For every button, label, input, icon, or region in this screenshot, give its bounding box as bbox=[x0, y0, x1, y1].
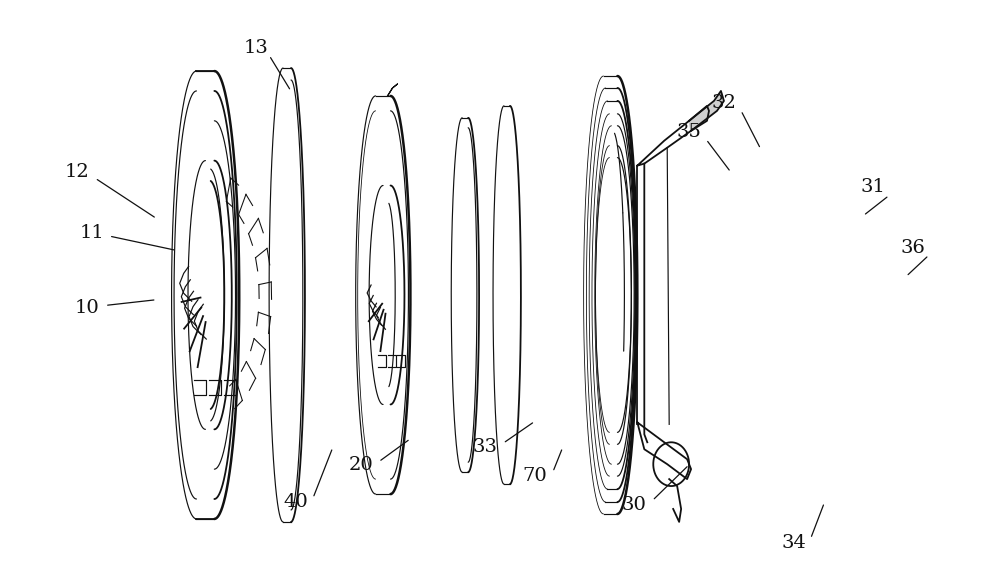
Text: 35: 35 bbox=[677, 123, 702, 141]
Text: 70: 70 bbox=[522, 467, 547, 485]
Text: 10: 10 bbox=[75, 299, 99, 317]
Polygon shape bbox=[504, 106, 521, 484]
Text: 34: 34 bbox=[781, 534, 806, 552]
Polygon shape bbox=[376, 96, 410, 494]
Text: 40: 40 bbox=[284, 494, 308, 512]
Text: 33: 33 bbox=[473, 438, 498, 456]
Polygon shape bbox=[462, 118, 479, 472]
Text: 30: 30 bbox=[622, 496, 647, 514]
Polygon shape bbox=[196, 71, 239, 519]
Polygon shape bbox=[689, 91, 724, 131]
Text: 20: 20 bbox=[348, 456, 373, 474]
Text: 12: 12 bbox=[65, 164, 89, 181]
Text: 13: 13 bbox=[244, 39, 269, 56]
Text: 31: 31 bbox=[861, 178, 886, 196]
Text: 32: 32 bbox=[711, 94, 736, 112]
Polygon shape bbox=[604, 76, 637, 514]
Text: 11: 11 bbox=[80, 224, 104, 242]
Text: 36: 36 bbox=[901, 239, 925, 257]
Polygon shape bbox=[283, 68, 305, 522]
